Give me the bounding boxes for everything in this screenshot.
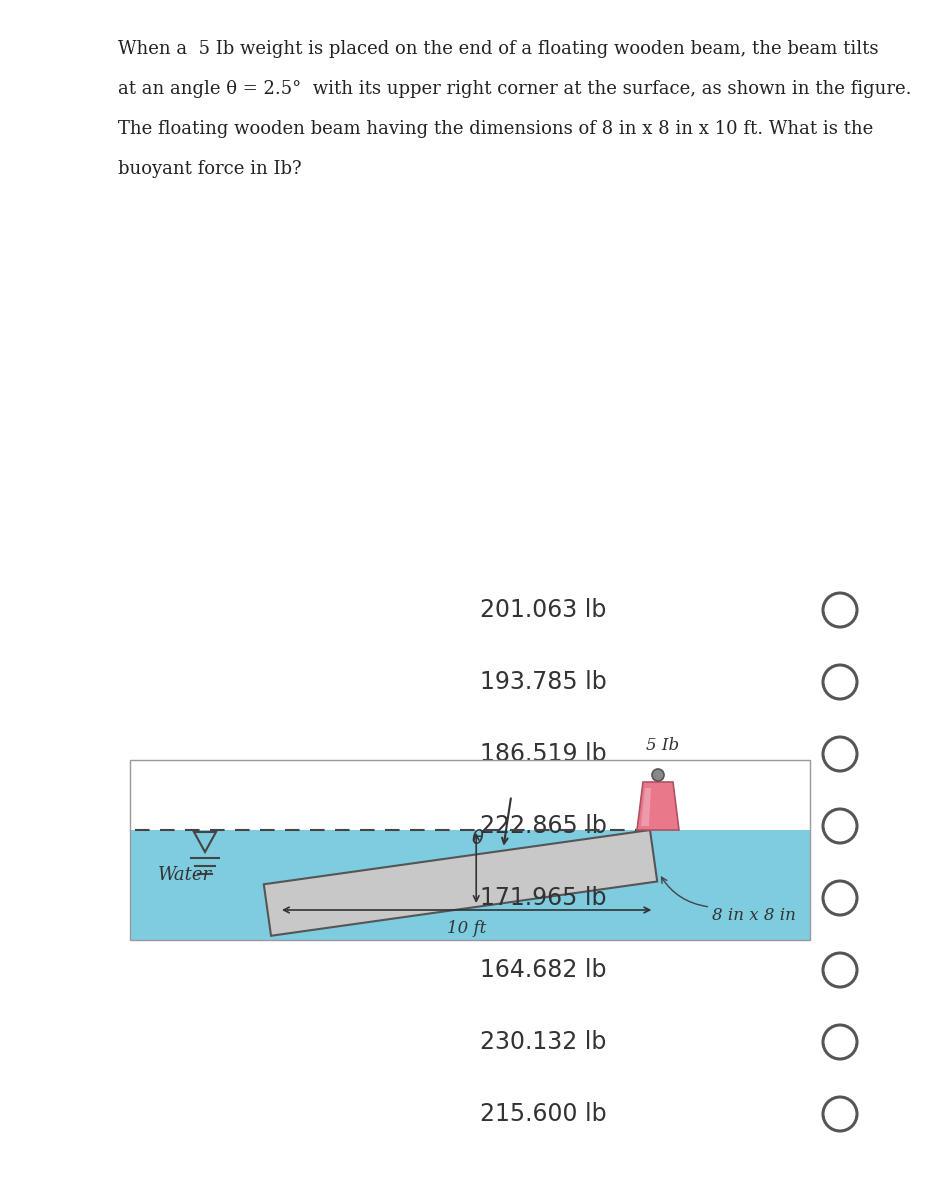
Polygon shape xyxy=(264,830,657,936)
Text: 201.063 lb: 201.063 lb xyxy=(480,598,606,622)
Polygon shape xyxy=(637,782,679,830)
Text: 171.965 lb: 171.965 lb xyxy=(480,886,606,910)
Text: $\theta$: $\theta$ xyxy=(471,829,484,847)
Text: 215.600 lb: 215.600 lb xyxy=(480,1102,607,1126)
Text: 164.682 lb: 164.682 lb xyxy=(480,958,606,982)
Text: Water: Water xyxy=(158,866,212,884)
Bar xyxy=(130,760,810,940)
Bar xyxy=(0,0,950,175)
Text: at an angle θ = 2.5°  with its upper right corner at the surface, as shown in th: at an angle θ = 2.5° with its upper righ… xyxy=(118,80,911,98)
Polygon shape xyxy=(641,788,651,826)
Bar xyxy=(130,760,810,830)
Text: 222.865 lb: 222.865 lb xyxy=(480,814,607,838)
Text: 5 Ib: 5 Ib xyxy=(646,737,679,754)
Circle shape xyxy=(652,769,664,781)
Bar xyxy=(130,830,810,940)
Text: buoyant force in Ib?: buoyant force in Ib? xyxy=(118,160,302,178)
Text: 230.132 lb: 230.132 lb xyxy=(480,1030,606,1054)
Text: 8 in x 8 in: 8 in x 8 in xyxy=(712,906,796,924)
Bar xyxy=(0,164,950,1200)
Text: 193.785 lb: 193.785 lb xyxy=(480,670,607,694)
Text: The floating wooden beam having the dimensions of 8 in x 8 in x 10 ft. What is t: The floating wooden beam having the dime… xyxy=(118,120,873,138)
Text: When a  5 Ib weight is placed on the end of a floating wooden beam, the beam til: When a 5 Ib weight is placed on the end … xyxy=(118,40,879,58)
Text: 186.519 lb: 186.519 lb xyxy=(480,742,607,766)
Text: 10 ft: 10 ft xyxy=(447,920,486,937)
